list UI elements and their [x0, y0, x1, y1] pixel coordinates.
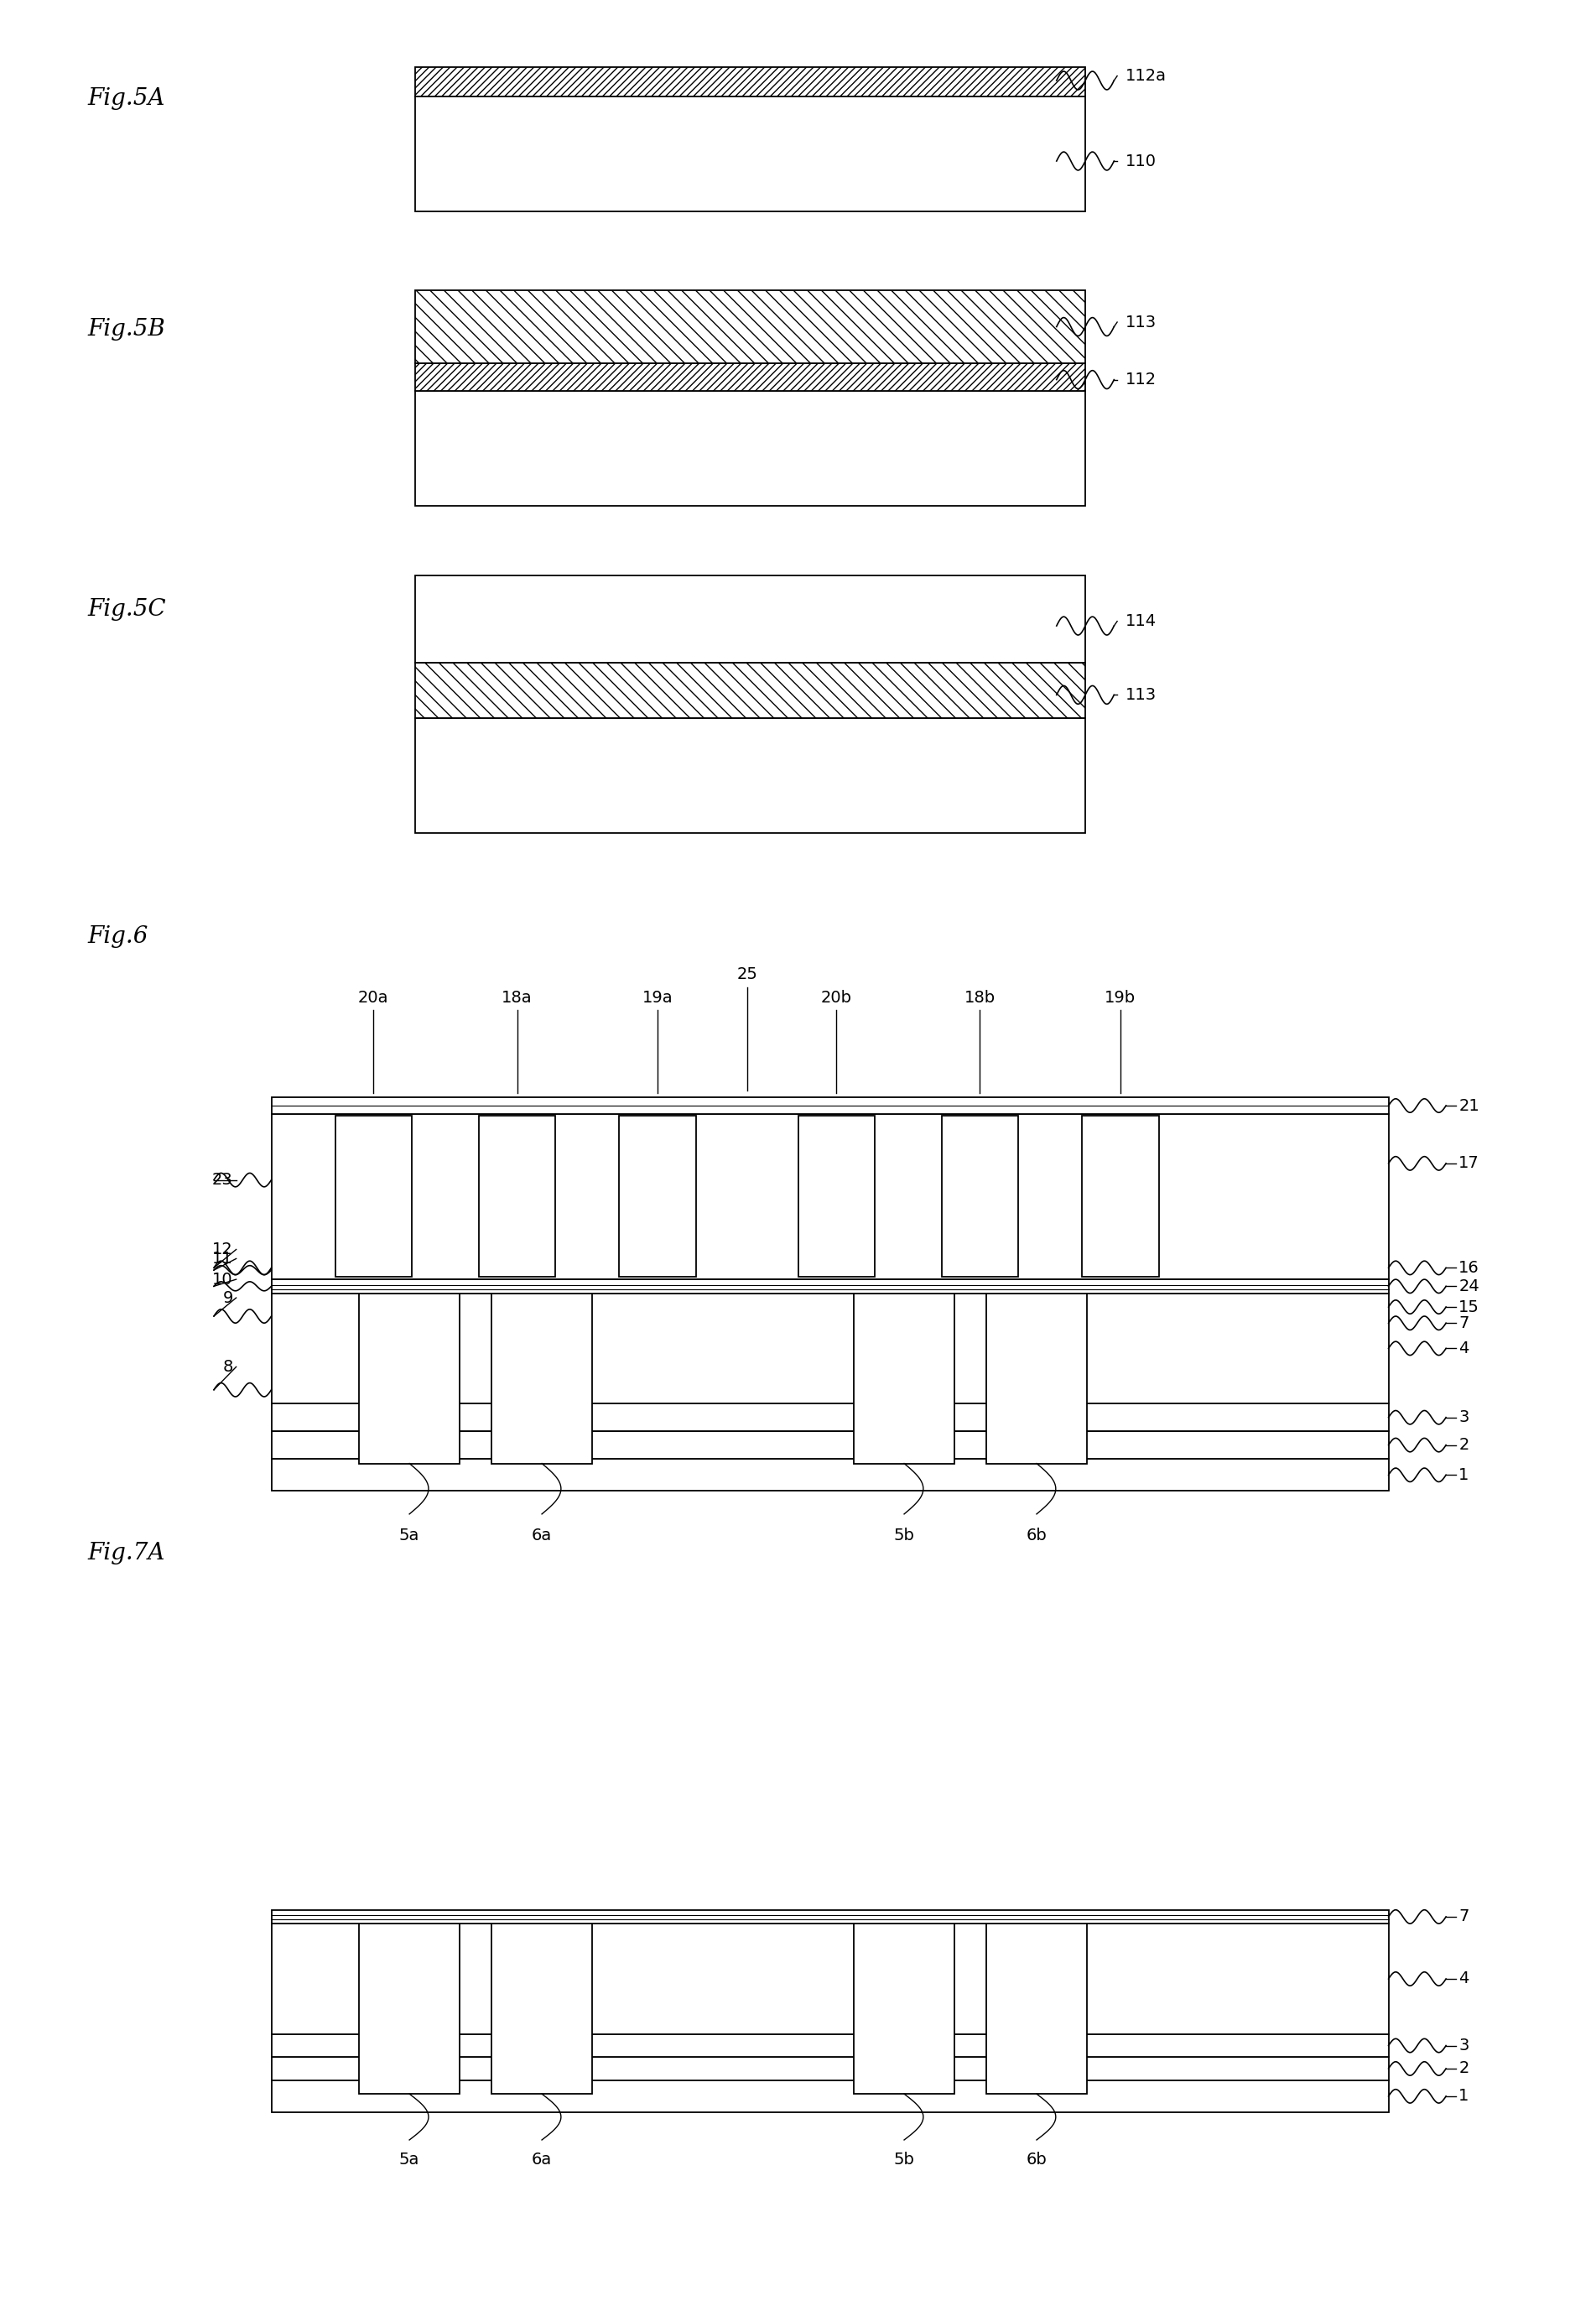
Text: 20b: 20b — [820, 989, 852, 1006]
Bar — [271, 1459, 1389, 1491]
Text: 2: 2 — [1459, 2062, 1470, 2076]
Text: 6b: 6b — [1026, 2151, 1047, 2168]
Text: 113: 113 — [1125, 315, 1157, 329]
Text: 20a: 20a — [358, 989, 389, 1006]
Text: 7: 7 — [1459, 1910, 1470, 1924]
Bar — [271, 1114, 1389, 1279]
Bar — [359, 1924, 460, 2094]
Text: 6a: 6a — [531, 1528, 552, 1544]
Bar — [986, 1293, 1087, 1463]
Text: 112: 112 — [1125, 373, 1157, 387]
Text: Fig.5B: Fig.5B — [88, 318, 166, 341]
Text: 8: 8 — [222, 1360, 233, 1374]
Bar — [798, 1116, 875, 1277]
Text: Fig.5A: Fig.5A — [88, 87, 166, 110]
Bar — [986, 1924, 1087, 2094]
Text: 11: 11 — [212, 1252, 233, 1266]
Text: 1: 1 — [1459, 1468, 1470, 1482]
Text: 18a: 18a — [501, 989, 533, 1006]
Text: 110: 110 — [1125, 154, 1156, 168]
Text: Fig.6: Fig.6 — [88, 925, 148, 948]
Bar — [415, 67, 1085, 97]
Bar — [492, 1924, 592, 2094]
Bar — [415, 364, 1085, 391]
Text: 18b: 18b — [964, 989, 996, 1006]
Text: 9: 9 — [222, 1291, 233, 1305]
Text: 5a: 5a — [399, 2151, 420, 2168]
Bar — [359, 1293, 460, 1463]
Text: 6b: 6b — [1026, 1528, 1047, 1544]
Text: 1: 1 — [1459, 2089, 1470, 2103]
Bar — [415, 97, 1085, 212]
Bar — [479, 1116, 555, 1277]
Text: 23: 23 — [212, 1171, 233, 1187]
Text: 16: 16 — [1459, 1261, 1479, 1275]
Bar — [271, 1279, 1389, 1293]
Bar — [619, 1116, 696, 1277]
Text: 7: 7 — [1459, 1316, 1470, 1330]
Bar — [271, 2057, 1389, 2080]
Text: 5b: 5b — [894, 2151, 915, 2168]
Bar — [271, 1910, 1389, 1924]
Bar — [335, 1116, 412, 1277]
Bar — [415, 663, 1085, 718]
Bar — [415, 575, 1085, 663]
Bar — [415, 290, 1085, 364]
Text: 5a: 5a — [399, 1528, 420, 1544]
Text: 19b: 19b — [1104, 989, 1136, 1006]
Text: 3: 3 — [1459, 1411, 1470, 1424]
Text: 17: 17 — [1459, 1155, 1479, 1171]
Text: 6a: 6a — [531, 2151, 552, 2168]
Text: Fig.5C: Fig.5C — [88, 598, 166, 621]
Bar — [271, 1293, 1389, 1404]
Bar — [942, 1116, 1018, 1277]
Bar — [854, 1293, 954, 1463]
Text: Fig.7A: Fig.7A — [88, 1542, 166, 1565]
Text: 10: 10 — [212, 1272, 233, 1286]
Text: 5b: 5b — [894, 1528, 915, 1544]
Bar — [271, 2080, 1389, 2112]
Text: 19a: 19a — [642, 989, 674, 1006]
Text: 25: 25 — [736, 966, 758, 983]
Bar — [415, 391, 1085, 506]
Text: 15: 15 — [1459, 1300, 1479, 1314]
Bar — [271, 1431, 1389, 1459]
Text: 21: 21 — [1459, 1098, 1479, 1114]
Text: 3: 3 — [1459, 2039, 1470, 2052]
Text: 24: 24 — [1459, 1279, 1479, 1293]
Text: 2: 2 — [1459, 1438, 1470, 1452]
Bar — [1082, 1116, 1159, 1277]
Text: 112a: 112a — [1125, 69, 1167, 83]
Text: 4: 4 — [1459, 1972, 1470, 1986]
Text: 113: 113 — [1125, 688, 1157, 702]
Bar — [415, 718, 1085, 833]
Bar — [854, 1924, 954, 2094]
Bar — [271, 1404, 1389, 1431]
Bar — [271, 1098, 1389, 1114]
Bar — [271, 1924, 1389, 2034]
Text: 4: 4 — [1459, 1341, 1470, 1355]
Text: 114: 114 — [1125, 614, 1157, 628]
Bar — [271, 2034, 1389, 2057]
Bar — [492, 1293, 592, 1463]
Text: 12: 12 — [212, 1243, 233, 1256]
